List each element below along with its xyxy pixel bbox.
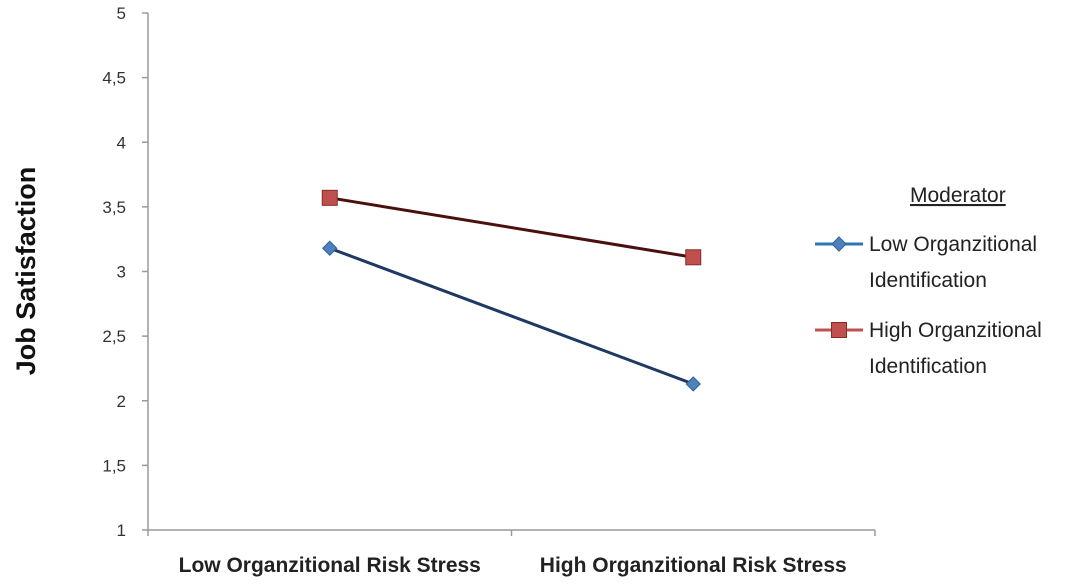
y-tick-label: 4,5 bbox=[102, 69, 126, 88]
data-point-diamond bbox=[322, 240, 338, 256]
y-tick-label: 3,5 bbox=[102, 198, 126, 217]
y-tick-label: 4 bbox=[117, 133, 126, 152]
legend: Moderator Low Organzitional Identificatio… bbox=[815, 184, 1042, 378]
legend-label: High Organzitional bbox=[869, 319, 1042, 342]
data-point-square bbox=[685, 249, 702, 266]
y-tick-label: 3 bbox=[117, 263, 126, 282]
y-axis-ticks: 1 1,5 2 2,5 3 3,5 4 4,5 5 bbox=[102, 4, 148, 540]
series-1 bbox=[321, 189, 702, 266]
y-axis-title: Job Satisfaction bbox=[11, 167, 41, 376]
legend-marker-diamond bbox=[831, 236, 847, 252]
y-tick-label: 1,5 bbox=[102, 456, 126, 475]
series-0 bbox=[322, 240, 701, 392]
y-tick-label: 5 bbox=[117, 4, 126, 23]
y-tick-label: 1 bbox=[117, 521, 126, 540]
x-category-label: Low Organzitional Risk Stress bbox=[179, 554, 481, 577]
y-tick-label: 2 bbox=[117, 392, 126, 411]
data-point-diamond bbox=[685, 376, 701, 392]
axes bbox=[147, 13, 876, 536]
data-point-square bbox=[321, 189, 338, 206]
legend-label: Low Organzitional bbox=[869, 233, 1037, 256]
series-line bbox=[329, 196, 694, 259]
x-axis-categories: Low Organzitional Risk Stress High Organz… bbox=[179, 554, 847, 577]
y-tick-label: 2,5 bbox=[102, 327, 126, 346]
x-category-label: High Organzitional Risk Stress bbox=[540, 554, 847, 577]
legend-entry-0: Low Organzitional Identification bbox=[815, 233, 1037, 292]
series-line bbox=[329, 246, 694, 386]
legend-title: Moderator bbox=[910, 184, 1006, 207]
legend-label: Identification bbox=[869, 355, 987, 378]
legend-entry-1: High Organzitional Identification bbox=[815, 319, 1042, 378]
legend-marker-square bbox=[831, 322, 847, 338]
series-group bbox=[321, 189, 702, 392]
legend-label: Identification bbox=[869, 269, 987, 292]
